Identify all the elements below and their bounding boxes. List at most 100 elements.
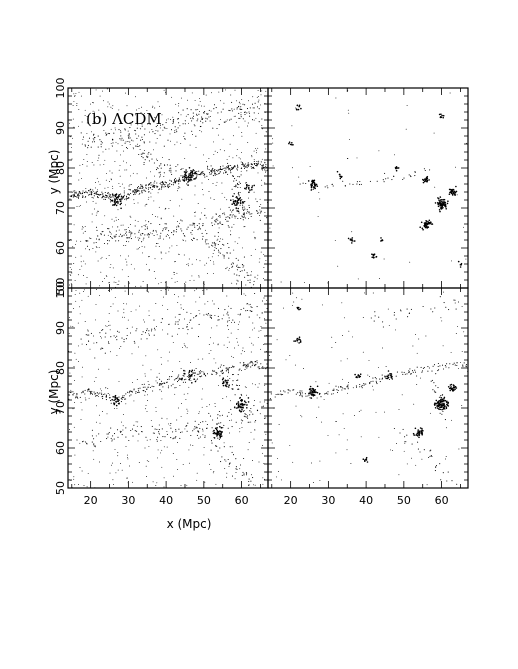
particle-point	[406, 463, 408, 465]
x-tick-label: 20	[84, 494, 98, 507]
particle-point	[347, 384, 349, 386]
particle-point	[248, 113, 250, 114]
particle-point	[232, 319, 234, 321]
particle-point	[170, 180, 173, 182]
particle-point	[296, 306, 299, 309]
particle-point	[435, 466, 437, 468]
particle-point	[191, 176, 193, 178]
particle-point	[247, 210, 249, 213]
particle-point	[161, 466, 163, 468]
particle-point	[139, 187, 141, 189]
particle-point	[122, 196, 124, 199]
particle-point	[205, 313, 207, 315]
particle-point	[184, 173, 186, 176]
particle-point	[226, 252, 228, 254]
particle-point	[247, 484, 250, 486]
particle-point	[105, 325, 107, 327]
particle-point	[136, 173, 138, 175]
particle-point	[140, 426, 142, 428]
particle-point	[213, 358, 215, 360]
particle-point	[241, 270, 243, 272]
particle-point	[216, 430, 219, 433]
particle-point	[381, 374, 383, 376]
particle-point	[439, 401, 442, 404]
particle-point	[198, 226, 201, 228]
particle-point	[239, 266, 241, 269]
particle-point	[226, 220, 228, 222]
particle-point	[127, 255, 129, 257]
particle-point	[455, 308, 457, 310]
particle-point	[214, 370, 216, 372]
particle-point	[243, 474, 245, 476]
particle-point	[228, 169, 230, 171]
particle-point	[125, 199, 127, 201]
particle-point	[368, 359, 370, 361]
particle-point	[418, 433, 421, 435]
particle-point	[88, 137, 91, 139]
particle-point	[228, 317, 230, 319]
particle-point	[118, 280, 120, 282]
particle-point	[231, 451, 233, 453]
particle-point	[317, 215, 319, 217]
particle-point	[457, 367, 459, 369]
particle-point	[94, 192, 96, 194]
particle-point	[243, 206, 245, 208]
particle-point	[422, 305, 424, 308]
particle-point	[250, 411, 252, 413]
particle-point	[266, 299, 267, 301]
particle-point	[223, 257, 225, 259]
particle-point	[176, 141, 178, 143]
particle-point	[71, 158, 73, 160]
particle-point	[176, 272, 178, 274]
particle-point	[208, 169, 210, 171]
particle-point	[138, 190, 140, 192]
particle-point	[76, 105, 78, 106]
particle-point	[84, 230, 86, 232]
particle-point	[362, 351, 364, 353]
particle-point	[376, 180, 378, 182]
particle-point	[154, 329, 156, 331]
particle-point	[350, 239, 352, 241]
particle-point	[169, 133, 171, 135]
particle-point	[230, 307, 232, 309]
particle-point	[207, 243, 209, 245]
particle-point	[257, 90, 259, 92]
particle-point	[144, 321, 145, 323]
particle-point	[234, 217, 236, 219]
particle-point	[188, 369, 191, 372]
particle-point	[177, 407, 179, 409]
particle-point	[101, 231, 103, 233]
particle-point	[142, 152, 144, 154]
particle-point	[211, 427, 213, 429]
particle-point	[237, 186, 239, 188]
particle-point	[157, 449, 159, 451]
particle-point	[417, 430, 419, 433]
particle-point	[374, 377, 376, 379]
particle-point	[130, 231, 132, 233]
particle-point	[187, 329, 189, 331]
particle-point	[258, 108, 260, 110]
particle-point	[141, 125, 143, 127]
particle-point	[234, 115, 236, 117]
particle-point	[445, 458, 446, 460]
particle-point	[341, 389, 343, 391]
particle-point	[228, 341, 230, 343]
particle-point	[191, 224, 193, 226]
particle-point	[265, 90, 267, 92]
particle-point	[260, 326, 262, 327]
particle-point	[191, 327, 193, 329]
particle-point	[121, 137, 123, 139]
particle-point	[186, 484, 188, 486]
particle-point	[89, 391, 92, 393]
particle-point	[69, 195, 71, 197]
particle-point	[136, 189, 138, 191]
particle-point	[123, 312, 125, 314]
particle-point	[213, 108, 215, 110]
particle-point	[201, 116, 203, 118]
particle-point	[342, 413, 344, 415]
particle-point	[423, 168, 425, 170]
particle-point	[85, 195, 87, 198]
particle-point	[190, 370, 193, 373]
particle-point	[69, 122, 71, 124]
particle-point	[141, 383, 143, 386]
